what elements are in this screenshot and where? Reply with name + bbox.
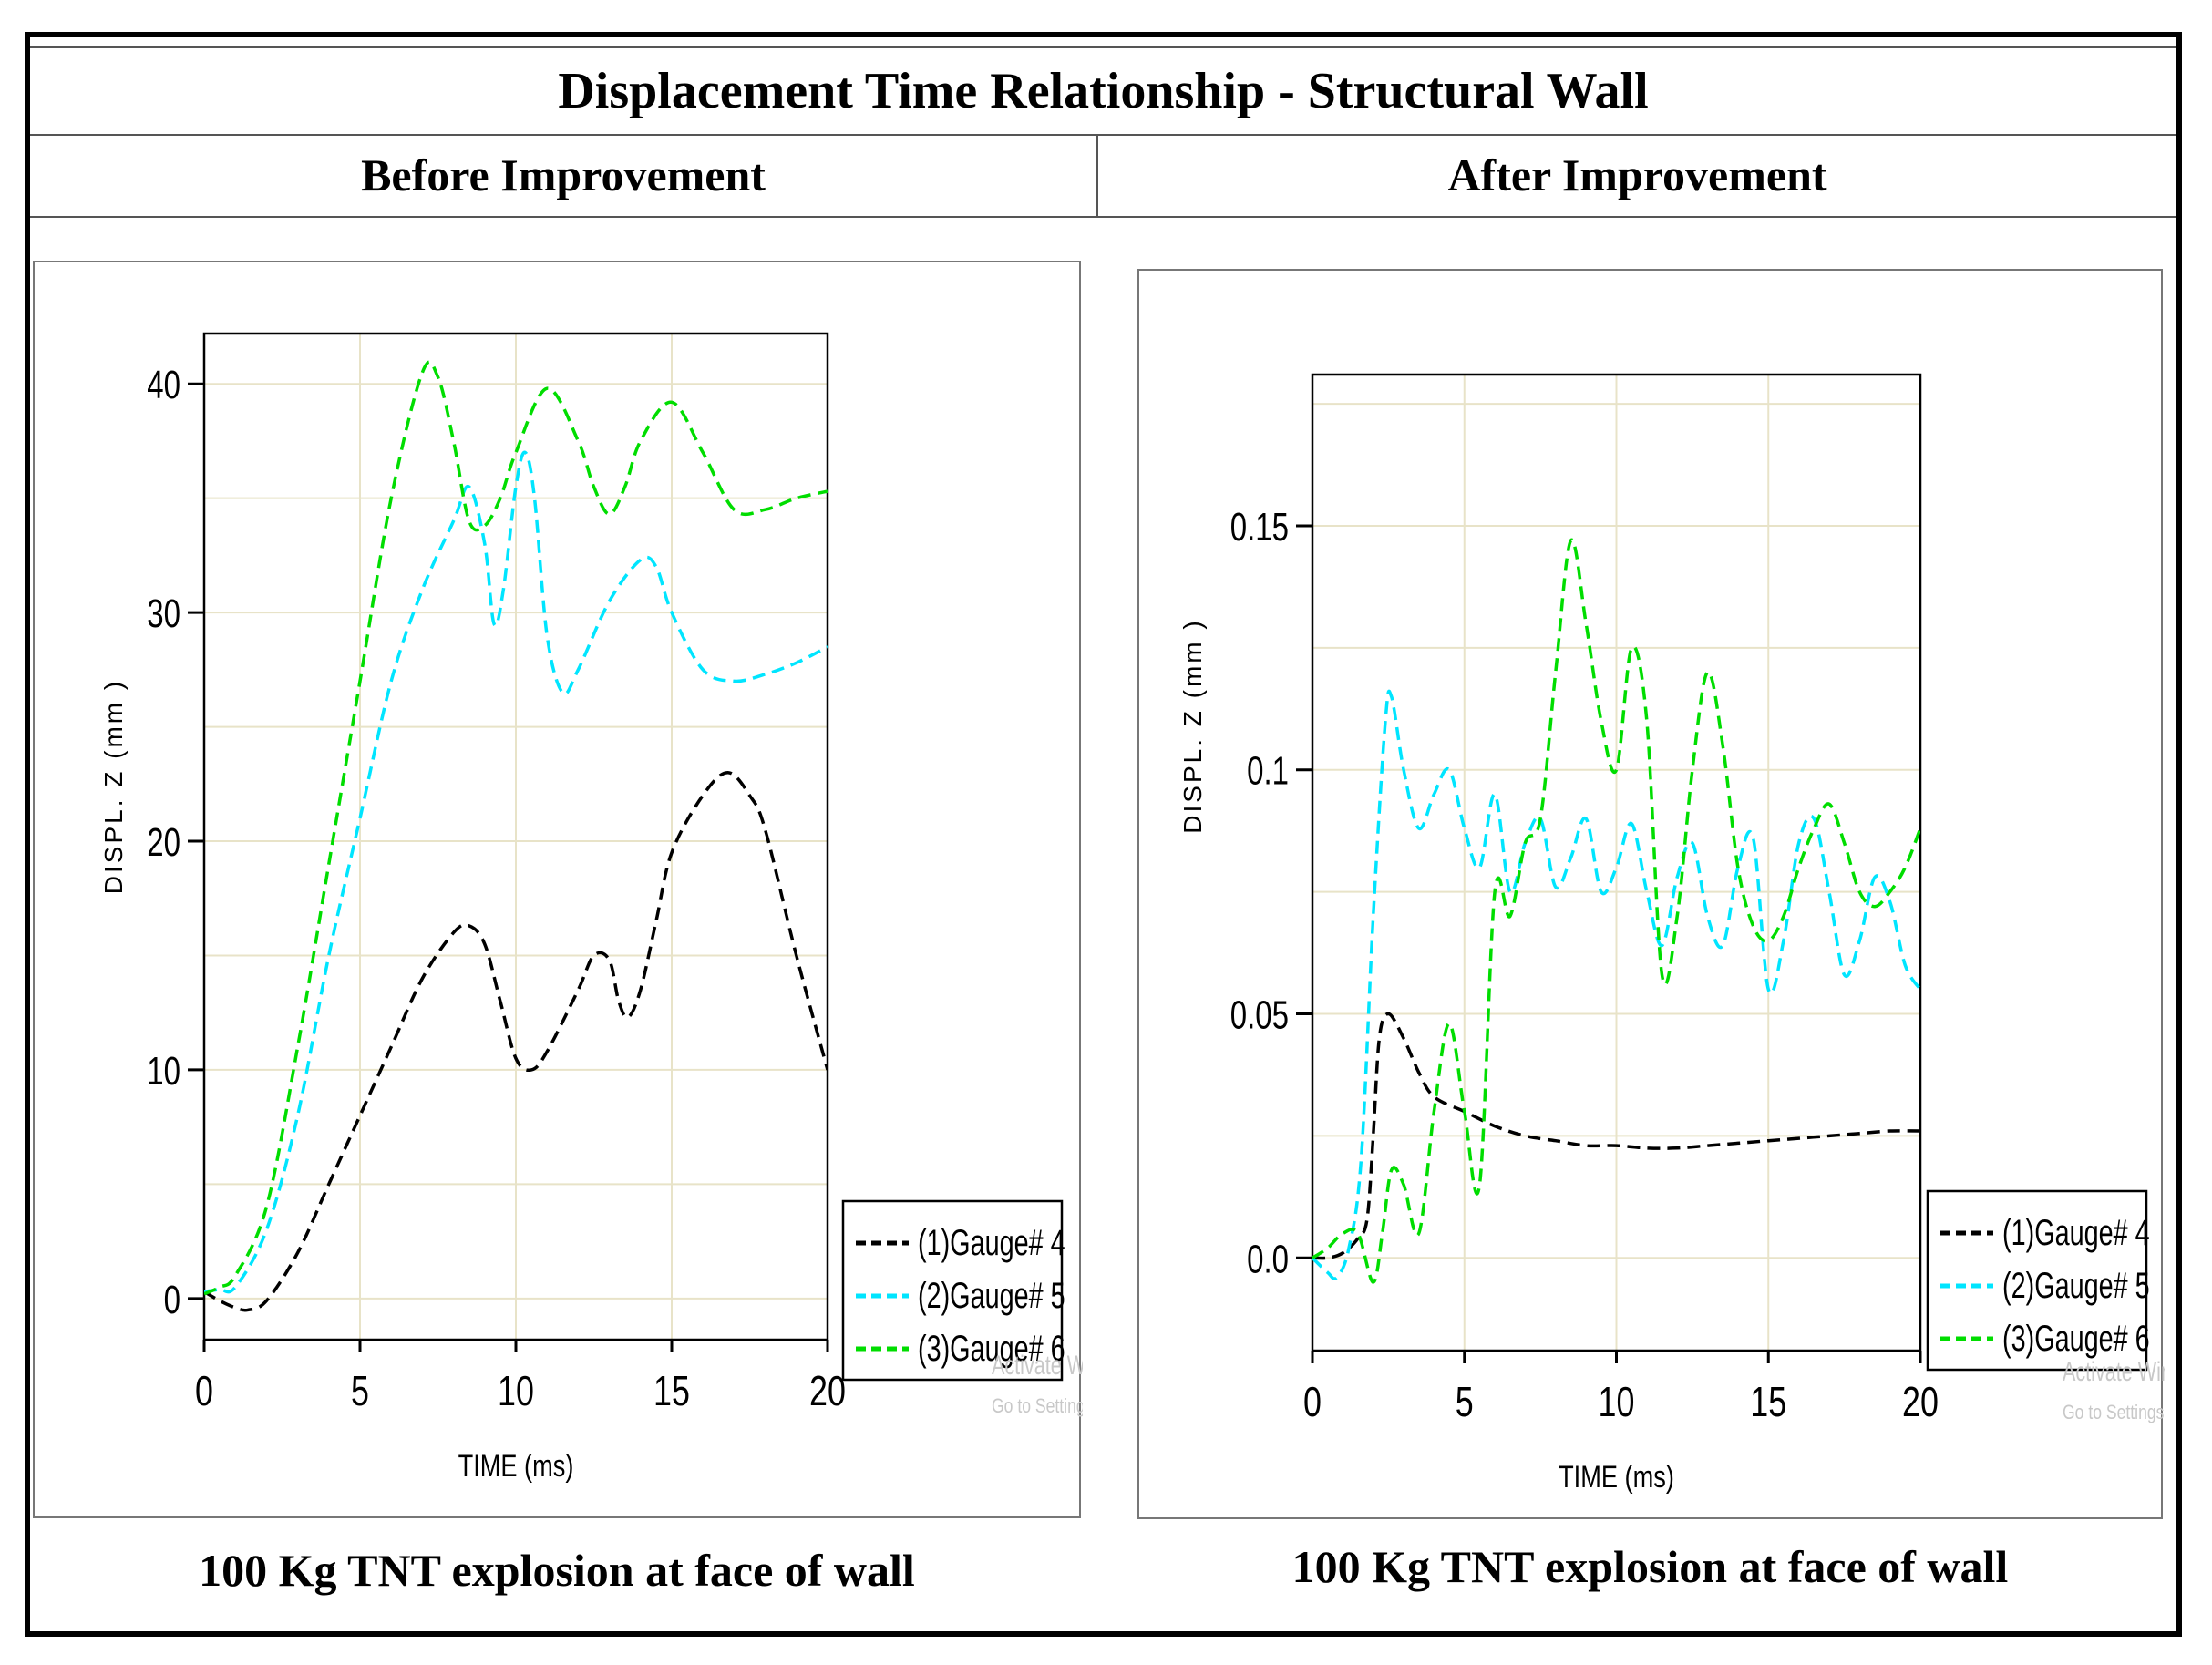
- x-tick-label: 10: [1599, 1379, 1635, 1425]
- y-tick-label: 0.1: [1247, 749, 1289, 794]
- chart-after: 0.0 0.05 0.1 0.15 0 5 10 15 20 TIME (ms) DISPL. Z …: [1178, 373, 2165, 1495]
- caption-before: 100 Kg TNT explosion at face of wall: [199, 1545, 915, 1596]
- y-tick-label: 0.05: [1230, 993, 1289, 1038]
- y-tick-label: 30: [147, 592, 180, 637]
- x-tick-label: 20: [809, 1368, 846, 1414]
- header-after: After Improvement: [1447, 149, 1827, 200]
- watermark-text: Activate W: [992, 1349, 1083, 1380]
- x-tick-label: 0: [195, 1368, 213, 1414]
- y-tick-label: 40: [147, 364, 180, 408]
- series-line-gauge-6: [1312, 538, 1920, 1284]
- chart-before: 0 10 20 30 40 0 5 10 15 20 TIME (ms) DISPL. Z (mm )…: [99, 332, 1083, 1484]
- header-row: Before Improvement After Improvement: [30, 134, 2176, 218]
- series-line-gauge-5: [1312, 689, 1920, 1280]
- y-tick-label: 0.15: [1230, 506, 1289, 550]
- watermark-text: Go to Settings to: [2063, 1402, 2165, 1423]
- legend-label: (2)Gauge# 5: [918, 1275, 1065, 1316]
- legend: (1)Gauge# 4 (2)Gauge# 5 (3)Gauge# 6: [841, 1199, 1065, 1382]
- x-tick-label: 5: [351, 1368, 369, 1414]
- legend-label: (1)Gauge# 4: [918, 1222, 1065, 1263]
- series-line-gauge-5: [204, 450, 828, 1294]
- x-tick-label: 15: [1750, 1379, 1786, 1425]
- y-tick-label: 0: [164, 1278, 180, 1322]
- x-axis-label: TIME (ms): [458, 1448, 574, 1484]
- x-tick-label: 5: [1456, 1379, 1474, 1425]
- figure-frame: Displacement Time Relationship - Structu…: [25, 32, 2182, 1637]
- legend-label: (1)Gauge# 4: [2002, 1212, 2150, 1253]
- series-line-gauge-6: [204, 360, 828, 1296]
- chart-panel-after: 0.0 0.05 0.1 0.15 0 5 10 15 20 TIME (ms) DISPL. Z …: [1137, 269, 2165, 1519]
- y-tick-label: 20: [147, 821, 180, 866]
- x-tick-label: 20: [1902, 1379, 1939, 1425]
- legend: (1)Gauge# 4 (2)Gauge# 5 (3)Gauge# 6: [1926, 1189, 2150, 1372]
- series-line-gauge-4: [1312, 1012, 1920, 1260]
- header-before: Before Improvement: [30, 134, 1098, 216]
- series-line-gauge-4: [204, 770, 828, 1312]
- watermark-text: Go to Settings: [992, 1395, 1083, 1417]
- legend-label: (2)Gauge# 5: [2002, 1265, 2150, 1306]
- y-tick-label: 10: [147, 1049, 180, 1094]
- chart-panel-before: 0 10 20 30 40 0 5 10 15 20 TIME (ms) DISPL. Z (mm )…: [33, 261, 1083, 1518]
- y-tick-label: 0.0: [1247, 1238, 1289, 1282]
- legend-label: (3)Gauge# 6: [918, 1328, 1065, 1369]
- y-axis-label: DISPL. Z (mm ): [1178, 618, 1207, 833]
- x-tick-label: 10: [498, 1368, 534, 1414]
- x-tick-label: 0: [1303, 1379, 1322, 1425]
- legend-label: (3)Gauge# 6: [2002, 1318, 2150, 1359]
- x-axis-label: TIME (ms): [1559, 1459, 1674, 1495]
- y-axis-label: DISPL. Z (mm ): [99, 679, 128, 894]
- watermark-text: Activate Win: [2063, 1355, 2165, 1386]
- figure-title: Displacement Time Relationship - Structu…: [30, 46, 2176, 136]
- caption-after: 100 Kg TNT explosion at face of wall: [1291, 1541, 2009, 1592]
- x-tick-label: 15: [653, 1368, 690, 1414]
